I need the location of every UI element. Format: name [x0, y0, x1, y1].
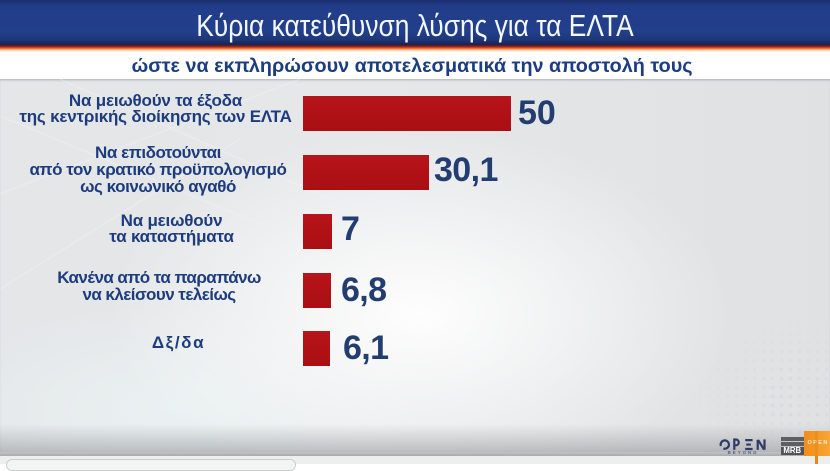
svg-text:BEYOND: BEYOND	[728, 450, 759, 455]
